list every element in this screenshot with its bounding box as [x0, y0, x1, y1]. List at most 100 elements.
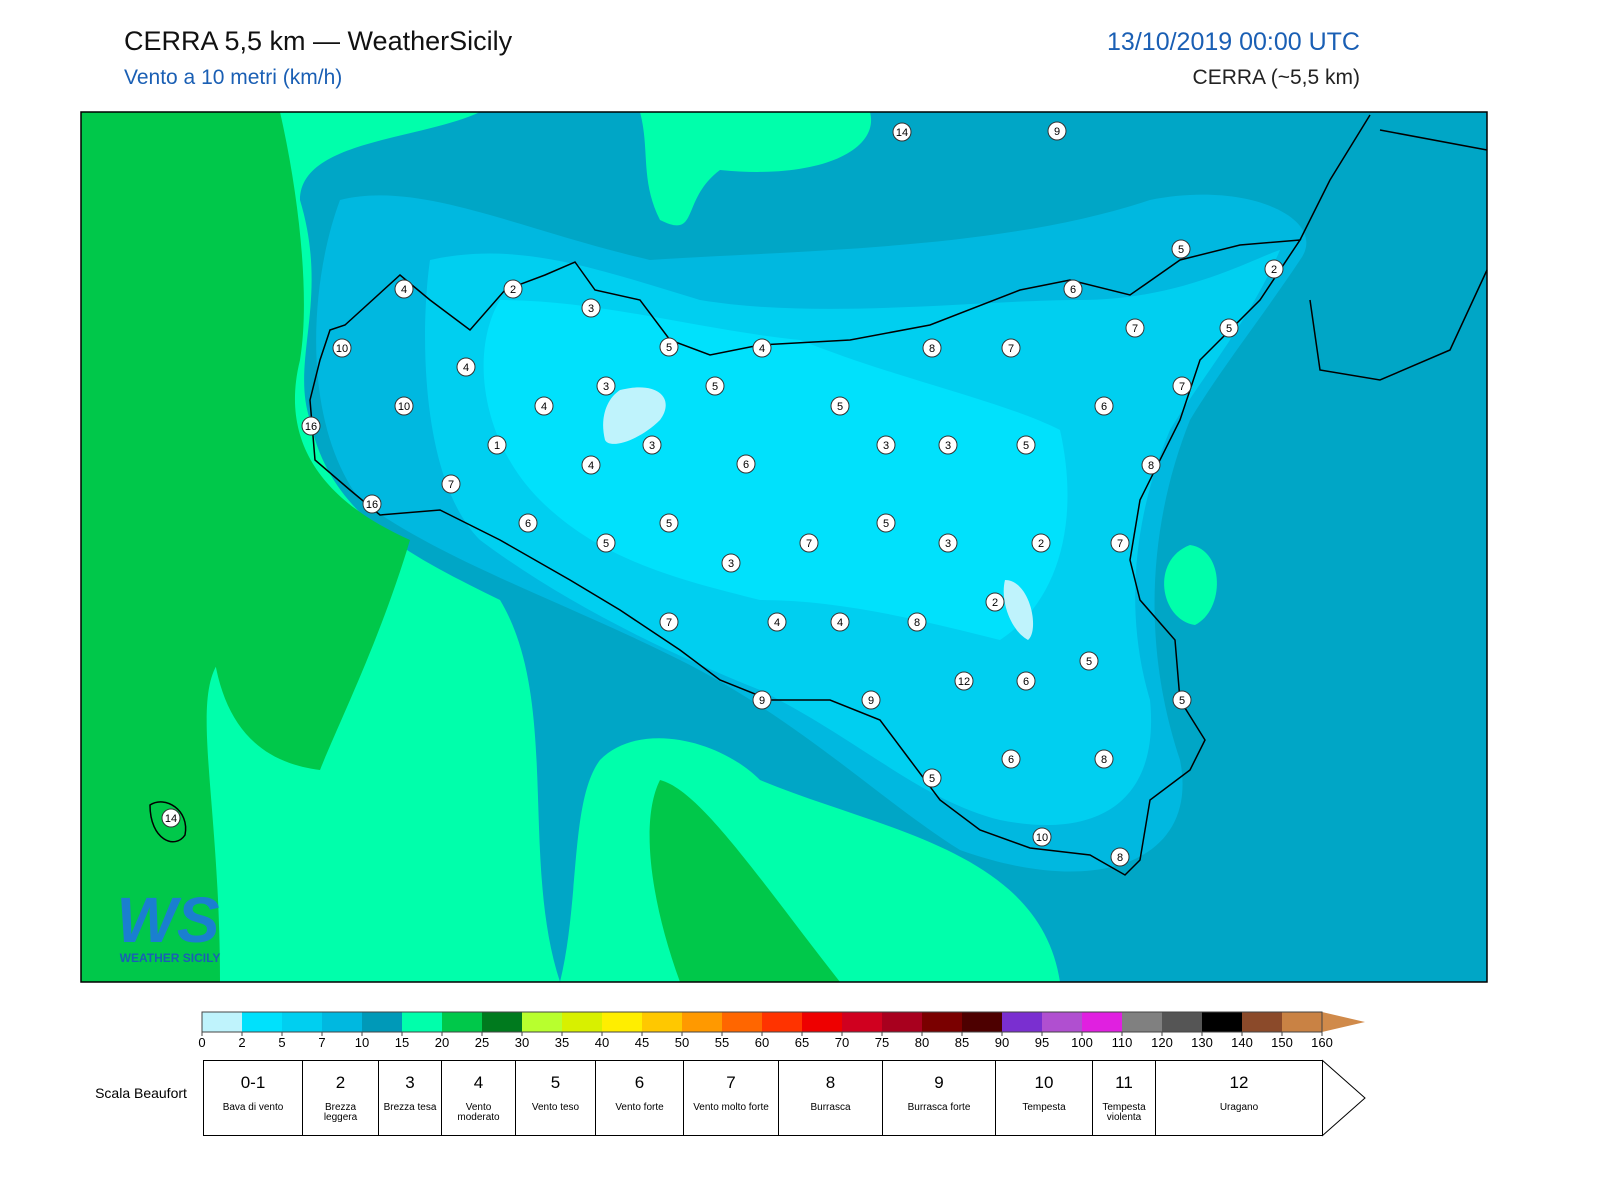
colorbar-bin — [722, 1012, 762, 1032]
beaufort-number: 7 — [726, 1073, 736, 1092]
station-marker — [1094, 396, 1114, 416]
colorbar-bin — [762, 1012, 802, 1032]
colorbar-bin — [1042, 1012, 1082, 1032]
station-value: 5 — [666, 342, 672, 354]
station-marker — [830, 396, 850, 416]
colorbar-bin — [682, 1012, 722, 1032]
station-value: 4 — [837, 617, 843, 629]
station-value: 2 — [510, 284, 516, 296]
colorbar-bin — [962, 1012, 1002, 1032]
beaufort-number: 4 — [473, 1073, 484, 1092]
station-value: 5 — [666, 518, 672, 530]
station-marker — [362, 494, 382, 514]
colorbar-bin — [602, 1012, 642, 1032]
beaufort-name: Uragano — [1219, 1102, 1259, 1113]
station-value: 4 — [774, 617, 780, 629]
station-value: 4 — [588, 460, 594, 472]
colorbar-bin — [1162, 1012, 1202, 1032]
colorbar-bin — [242, 1012, 282, 1032]
station-marker — [1110, 847, 1130, 867]
station-marker — [705, 376, 725, 396]
model: CERRA (~5,5 km) — [1192, 66, 1360, 89]
beaufort-number: 11 — [1115, 1073, 1133, 1092]
colorbar-tick-label: 45 — [635, 1035, 649, 1050]
station-value: 3 — [603, 381, 609, 393]
beaufort-number: 2 — [335, 1073, 346, 1092]
station-value: 5 — [883, 518, 889, 530]
colorbar-tick-label: 20 — [435, 1035, 449, 1050]
beaufort-level: 11 Tempesta violenta — [1092, 1060, 1156, 1136]
station-marker — [876, 435, 896, 455]
station-value: 6 — [1023, 676, 1029, 688]
beaufort-level: 12 Uragano — [1155, 1060, 1323, 1136]
station-marker — [642, 435, 662, 455]
colorbar-bin — [402, 1012, 442, 1032]
station-value: 5 — [837, 401, 843, 413]
station-value: 7 — [448, 479, 454, 491]
station-marker — [534, 396, 554, 416]
station-value: 8 — [914, 617, 920, 629]
beaufort-level: 5 Vento teso — [515, 1060, 596, 1136]
station-marker — [907, 612, 927, 632]
beaufort-level: 3 Brezza tesa — [378, 1060, 442, 1136]
colorbar-tick-label: 65 — [795, 1035, 809, 1050]
station-marker — [301, 416, 321, 436]
island — [149, 801, 187, 843]
station-value: 10 — [398, 401, 410, 413]
station-value: 10 — [1036, 832, 1048, 844]
station-marker — [1110, 533, 1130, 553]
colorbar-bin — [1282, 1012, 1322, 1032]
colorbar-bin — [1002, 1012, 1042, 1032]
beaufort-level: 0-1 Bava di vento — [203, 1060, 303, 1136]
station-value: 9 — [759, 695, 765, 707]
colorbar-tick-label: 100 — [1071, 1035, 1093, 1050]
title: CERRA 5,5 km — WeatherSicily — [124, 26, 513, 56]
colorbar-bin — [282, 1012, 322, 1032]
colorbar-bin — [1122, 1012, 1162, 1032]
colorbar-tick-label: 55 — [715, 1035, 729, 1050]
colorbar-tick-label: 110 — [1112, 1035, 1133, 1050]
beaufort-number: 12 — [1229, 1073, 1249, 1092]
station-marker — [394, 396, 414, 416]
calabria-coast — [1299, 114, 1488, 381]
station-marker — [1094, 749, 1114, 769]
station-marker — [503, 279, 523, 299]
station-value: 7 — [1179, 381, 1185, 393]
station-value: 8 — [1101, 754, 1107, 766]
station-value: 4 — [759, 343, 765, 355]
beaufort-level: 10 Tempesta — [995, 1060, 1093, 1136]
colorbar-tick-label: 25 — [475, 1035, 489, 1050]
beaufort-name: Brezza tesa — [383, 1102, 437, 1113]
colorbar-tick-label: 120 — [1151, 1035, 1173, 1050]
beaufort-level: 9 Burrasca forte — [882, 1060, 996, 1136]
colorbar-bin — [1202, 1012, 1242, 1032]
station-value: 12 — [958, 676, 970, 688]
beaufort-number: 3 — [405, 1073, 415, 1092]
station-marker — [161, 808, 181, 828]
colorbar-bin — [1242, 1012, 1282, 1032]
station-value: 7 — [1117, 538, 1123, 550]
station-marker — [487, 435, 507, 455]
station-marker — [985, 592, 1005, 612]
beaufort-number: 10 — [1034, 1073, 1054, 1092]
station-value: 9 — [1054, 126, 1060, 138]
station-value: 8 — [929, 343, 935, 355]
station-value: 9 — [868, 695, 874, 707]
station-value: 5 — [1086, 656, 1092, 668]
station-value: 3 — [649, 440, 655, 452]
station-marker — [1125, 318, 1145, 338]
station-marker — [721, 553, 741, 573]
station-marker — [1032, 827, 1052, 847]
beaufort-name: Vento moderato — [457, 1102, 500, 1123]
station-value: 4 — [401, 284, 407, 296]
subtitle: Vento a 10 metri (km/h) — [124, 66, 343, 89]
colorbar-tick-label: 7 — [318, 1035, 325, 1050]
colorbar-tick-label: 10 — [355, 1035, 369, 1050]
station-marker — [394, 279, 414, 299]
station-value: 2 — [1271, 264, 1277, 276]
colorbar-tick-label: 50 — [675, 1035, 689, 1050]
logo-text: WEATHER SICILY — [120, 951, 221, 965]
station-value: 8 — [1117, 852, 1123, 864]
colorbar-tick-label: 0 — [198, 1035, 205, 1050]
station-value: 5 — [712, 381, 718, 393]
